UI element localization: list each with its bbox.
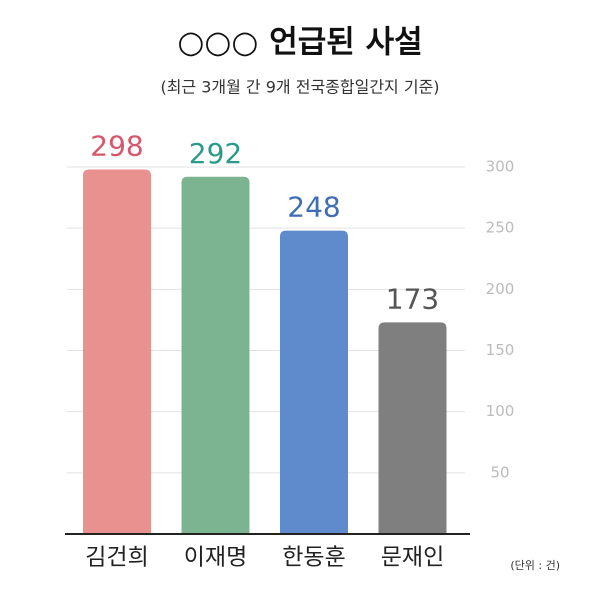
bar — [280, 230, 348, 534]
x-tick-label: 한동훈 — [282, 545, 345, 571]
value-label: 292 — [189, 137, 242, 170]
x-tick-label: 이재명 — [184, 545, 247, 571]
y-tick-label: 200 — [486, 280, 515, 298]
value-label: 248 — [287, 191, 340, 224]
bar — [378, 322, 447, 534]
chart-subtitle: (최근 3개월 간 9개 전국종합일간지 기준) — [160, 78, 439, 97]
bar — [83, 169, 151, 535]
value-label: 298 — [90, 129, 143, 162]
y-tick-label: 250 — [486, 219, 515, 237]
bar — [181, 176, 250, 534]
x-tick-label: 김건희 — [85, 545, 148, 571]
y-tick-label: 150 — [486, 341, 515, 359]
value-label: 173 — [386, 282, 439, 315]
unit-note: (단위 : 건) — [510, 559, 560, 572]
x-tick-label: 문재인 — [381, 545, 444, 571]
y-tick-label: 300 — [486, 158, 515, 176]
y-tick-label: 100 — [486, 402, 515, 420]
y-tick-label: 50 — [490, 463, 509, 481]
chart-title: ○○○ 언급된 사설 — [177, 25, 422, 61]
